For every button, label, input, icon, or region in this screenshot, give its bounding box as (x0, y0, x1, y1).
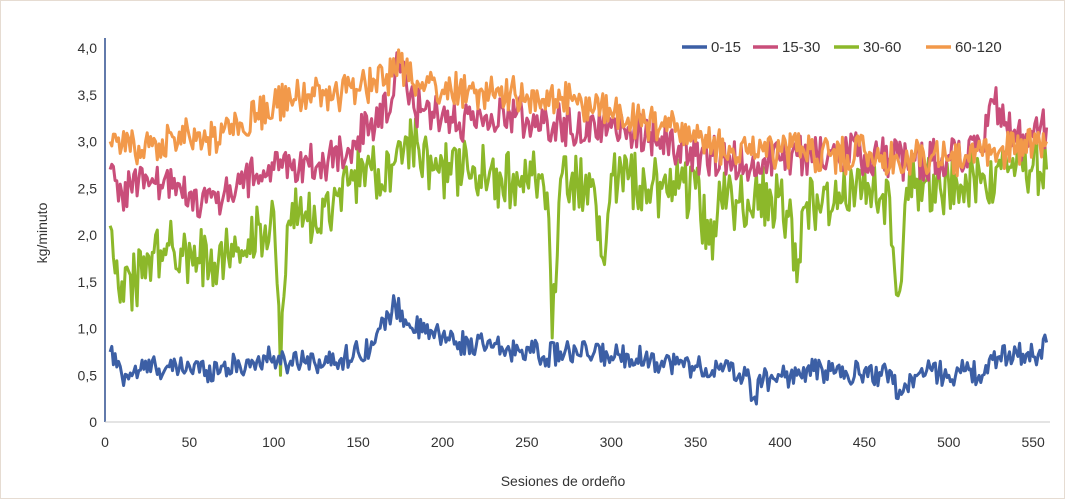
x-tick-label: 100 (262, 434, 286, 450)
x-tick-label: 550 (1021, 434, 1045, 450)
series-line-30-60 (108, 117, 1049, 377)
x-tick-label: 200 (431, 434, 455, 450)
y-axis-title: kg/minuto (34, 202, 50, 263)
y-tick-label: 1,0 (78, 321, 98, 337)
legend: 0-15 15-30 30-60 60-120 (682, 39, 1002, 56)
legend-label: 60-120 (955, 39, 1002, 56)
x-tick-label: 50 (182, 434, 198, 450)
y-tick-labels: 0 0,5 1,0 1,5 2,0 2,5 3,0 3,5 4,0 (78, 40, 98, 430)
y-tick-label: 0 (89, 414, 97, 430)
x-tick-label: 400 (768, 434, 792, 450)
x-tick-label: 300 (600, 434, 624, 450)
y-tick-label: 4,0 (78, 40, 98, 56)
y-tick-label: 3,0 (78, 134, 98, 150)
x-tick-label: 250 (515, 434, 539, 450)
legend-label: 15-30 (782, 39, 820, 56)
series-line-60-120 (108, 48, 1048, 178)
series-line-0-15 (108, 294, 1049, 406)
y-tick-label: 3,5 (78, 87, 98, 103)
x-tick-label: 150 (346, 434, 370, 450)
y-tick-label: 2,5 (78, 180, 98, 196)
x-tick-label: 500 (937, 434, 961, 450)
x-tick-labels: 0 50 100 150 200 250 300 350 400 450 500 550 (101, 434, 1045, 450)
y-tick-label: 2,0 (78, 227, 98, 243)
y-tick-label: 1,5 (78, 274, 98, 290)
x-axis-title: Sesiones de ordeño (501, 473, 626, 489)
legend-label: 30-60 (863, 39, 901, 56)
series-layer (108, 48, 1049, 406)
legend-label: 0-15 (711, 39, 741, 56)
y-tick-label: 0,5 (78, 367, 98, 383)
x-tick-label: 350 (684, 434, 708, 450)
x-tick-label: 0 (101, 434, 109, 450)
x-tick-label: 450 (853, 434, 877, 450)
